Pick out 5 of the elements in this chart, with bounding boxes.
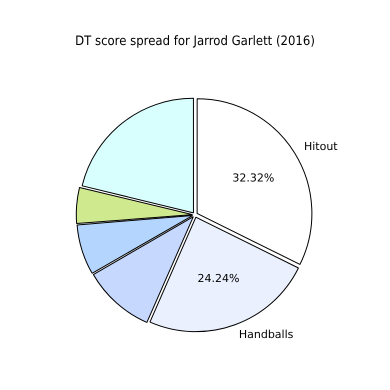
slice-label: Handballs [238,328,294,342]
data-label: 24.24% [198,272,240,286]
slice-label: Hitout [304,140,338,154]
chart-title: DT score spread for Jarrod Garlett (2016) [75,34,315,48]
data-label: 32.32% [232,171,274,184]
